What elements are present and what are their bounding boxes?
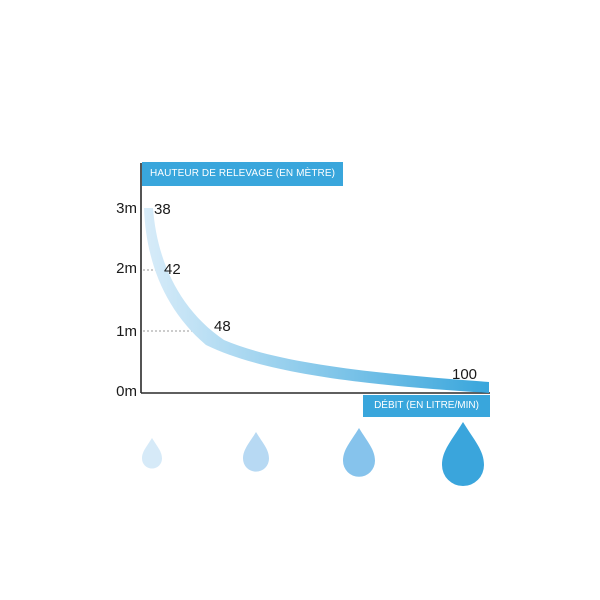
y-tick-label-1m: 1m: [116, 323, 137, 340]
y-tick-label-0m: 0m: [116, 383, 137, 400]
water-drop-medium-icon: [243, 432, 269, 472]
water-drop-large-icon: [343, 428, 375, 477]
y-tick-label-2m: 2m: [116, 260, 137, 277]
water-drop-small-icon: [142, 438, 162, 469]
point-label-48: 48: [214, 318, 231, 335]
y-axis-label: HAUTEUR DE RELEVAGE (EN MÈTRE): [142, 162, 344, 186]
point-label-42: 42: [164, 261, 181, 278]
y-tick-label-3m: 3m: [116, 200, 137, 217]
point-label-38: 38: [154, 201, 171, 218]
x-axis-label: DÉBIT (EN LITRE/MIN): [363, 395, 490, 417]
flow-curve: [144, 208, 489, 393]
water-drop-xlarge-icon: [442, 422, 484, 487]
point-label-100: 100: [452, 366, 477, 383]
